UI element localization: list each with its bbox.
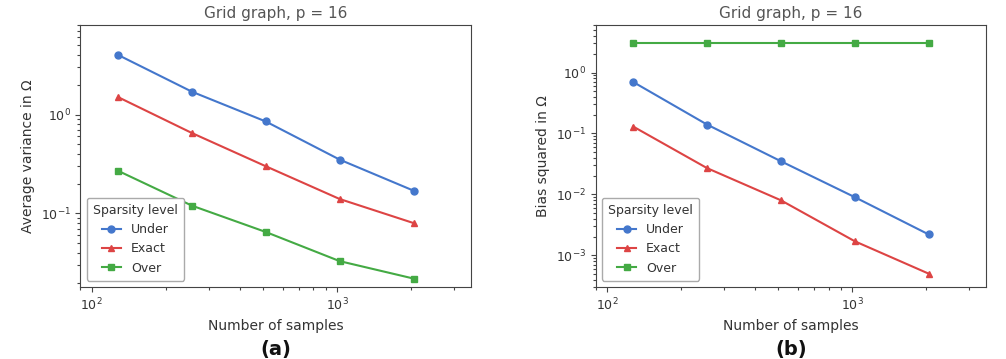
Line: Under: Under (115, 51, 417, 194)
Under (260, 119, 272, 123)
Legend: Under, Exact, Over: Under, Exact, Over (602, 198, 699, 281)
Under (849, 195, 861, 199)
Over (923, 41, 935, 46)
Over (627, 41, 639, 46)
Exact (334, 197, 346, 201)
Under (334, 158, 346, 162)
Exact (112, 95, 124, 99)
Under (407, 188, 420, 193)
Exact (186, 131, 198, 135)
Y-axis label: Average variance in Ω: Average variance in Ω (21, 79, 35, 233)
Under (627, 80, 639, 84)
Exact (260, 164, 272, 168)
X-axis label: Number of samples: Number of samples (723, 319, 858, 333)
Over (186, 204, 198, 208)
Title: Grid graph, p = 16: Grid graph, p = 16 (204, 6, 347, 21)
Over (407, 276, 420, 281)
Exact (775, 198, 787, 202)
Under (186, 89, 198, 94)
Line: Under: Under (630, 79, 933, 238)
Legend: Under, Exact, Over: Under, Exact, Over (87, 198, 184, 281)
Over (701, 41, 713, 46)
Line: Over: Over (630, 40, 933, 47)
Exact (923, 271, 935, 276)
Text: (a): (a) (261, 340, 291, 359)
Under (701, 122, 713, 127)
Line: Over: Over (115, 167, 417, 282)
Under (923, 232, 935, 237)
Title: Grid graph, p = 16: Grid graph, p = 16 (719, 6, 862, 21)
Exact (627, 124, 639, 129)
Over (334, 259, 346, 263)
Exact (849, 239, 861, 243)
Y-axis label: Bias squared in Ω: Bias squared in Ω (536, 95, 550, 217)
Over (849, 41, 861, 46)
Line: Exact: Exact (115, 94, 417, 227)
Exact (407, 221, 420, 225)
Under (775, 159, 787, 163)
Text: (b): (b) (775, 340, 807, 359)
Line: Exact: Exact (630, 123, 933, 277)
Over (112, 169, 124, 173)
Over (775, 41, 787, 46)
Over (260, 230, 272, 234)
Exact (701, 166, 713, 170)
X-axis label: Number of samples: Number of samples (208, 319, 343, 333)
Under (112, 53, 124, 57)
